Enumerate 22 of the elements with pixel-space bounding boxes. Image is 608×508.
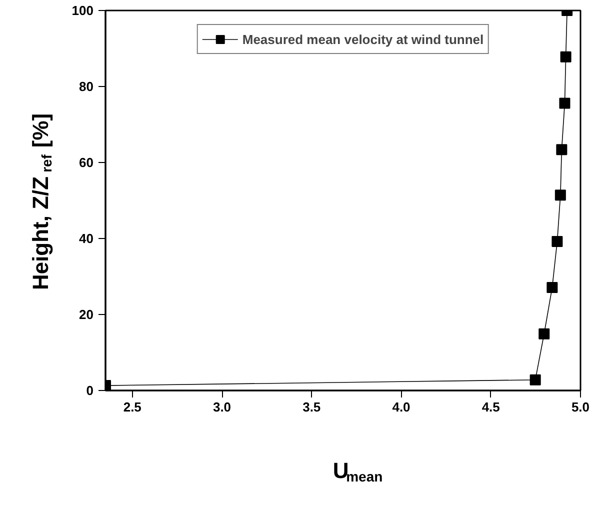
point — [546, 282, 558, 294]
x-tick-label: 4.5 — [482, 400, 500, 414]
y-tick-label: 80 — [79, 79, 94, 94]
y-tick-label: 0 — [86, 383, 94, 398]
y-tick-label: 60 — [79, 155, 94, 170]
point — [560, 51, 572, 62]
point — [554, 190, 566, 201]
point — [559, 98, 570, 109]
point — [552, 236, 563, 248]
x-tick-label: 3.0 — [212, 400, 232, 414]
x-tick-label: 5.0 — [571, 400, 590, 414]
y-tick-label: 40 — [79, 231, 94, 246]
point — [538, 328, 550, 340]
y-tick-label: 100 — [72, 3, 94, 18]
x-tick-label: 3.5 — [302, 400, 321, 414]
point — [530, 374, 541, 386]
x-tick-label: 4.0 — [392, 400, 410, 414]
point — [556, 144, 568, 156]
x-tick-label: 2.5 — [123, 400, 142, 414]
y-tick-label: 20 — [79, 307, 94, 322]
legend-label: Measured mean velocity at wind tunnel — [242, 32, 484, 46]
y-axis-title: Height, Z/Zref [%] — [28, 113, 54, 290]
